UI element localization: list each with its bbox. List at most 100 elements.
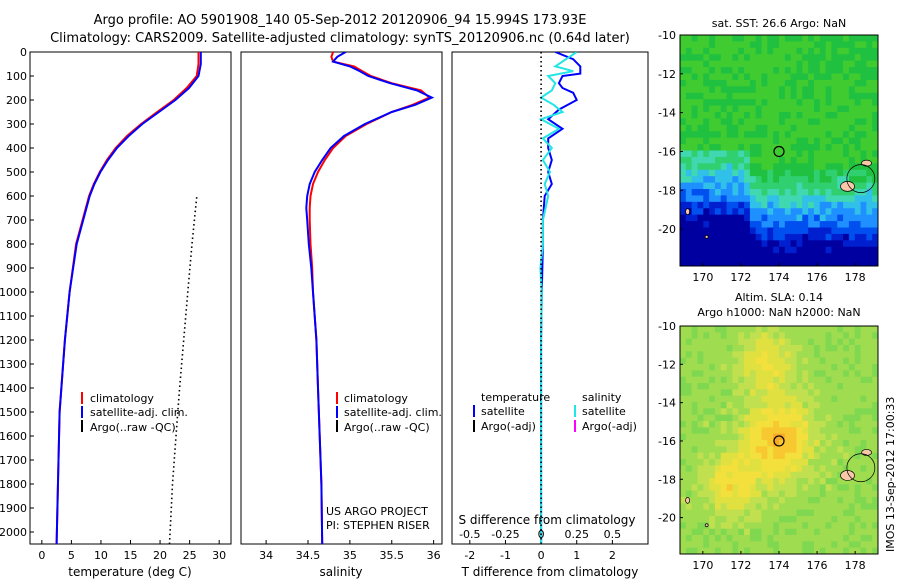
map-cell bbox=[825, 156, 833, 164]
map-cell bbox=[767, 105, 774, 113]
map-cell bbox=[680, 541, 687, 549]
map-cell bbox=[843, 60, 850, 68]
map-cell bbox=[802, 326, 809, 333]
map-cell bbox=[680, 79, 687, 87]
map-cell bbox=[714, 503, 722, 511]
legend-argo-label: Argo(..raw -QC) bbox=[90, 421, 176, 434]
map-cell bbox=[709, 357, 716, 365]
map-cell bbox=[680, 503, 687, 511]
map-cell bbox=[767, 176, 774, 184]
map-cell bbox=[802, 535, 809, 542]
map-cell bbox=[697, 131, 704, 139]
map-cell bbox=[714, 414, 722, 422]
map-cell bbox=[726, 490, 734, 498]
map-cell bbox=[790, 433, 798, 441]
map-cell bbox=[872, 427, 878, 435]
map-cell bbox=[714, 124, 722, 132]
map-cell bbox=[796, 35, 803, 43]
map-cell bbox=[779, 332, 786, 340]
map-cell bbox=[761, 240, 768, 248]
map-cell bbox=[773, 176, 780, 184]
map-cell bbox=[720, 541, 728, 549]
map-cell bbox=[825, 35, 833, 43]
map-cell bbox=[796, 67, 803, 75]
map-cell bbox=[831, 195, 838, 203]
x-tick-label: 2 bbox=[609, 549, 616, 562]
map-cell bbox=[837, 351, 844, 359]
map-cell bbox=[720, 214, 728, 222]
map-cell bbox=[808, 144, 815, 152]
map-cell bbox=[732, 471, 739, 479]
map-cell bbox=[790, 547, 798, 554]
map-cell bbox=[825, 105, 833, 113]
map-cell bbox=[837, 345, 844, 352]
map-cell bbox=[843, 86, 850, 94]
map-cell bbox=[808, 446, 815, 454]
map-cell bbox=[813, 395, 821, 403]
map-cell bbox=[691, 112, 699, 120]
map-cell bbox=[714, 92, 722, 100]
map-cell bbox=[843, 484, 850, 492]
map-cell bbox=[796, 240, 803, 248]
series-line-1 bbox=[55, 52, 202, 544]
map-cell bbox=[680, 490, 687, 498]
map-cell bbox=[825, 490, 833, 498]
map-cell bbox=[819, 54, 827, 62]
map-cell bbox=[819, 446, 827, 454]
map-cell bbox=[755, 497, 763, 504]
map-cell bbox=[749, 522, 757, 530]
map-cell bbox=[697, 163, 704, 171]
map-cell bbox=[790, 503, 798, 511]
map-cell bbox=[831, 345, 838, 352]
map-cell bbox=[761, 497, 768, 504]
map-cell bbox=[680, 144, 687, 152]
map-cell bbox=[714, 54, 722, 62]
map-cell bbox=[843, 41, 850, 49]
map-cell bbox=[680, 124, 687, 132]
map-cell bbox=[726, 118, 734, 126]
difference-x-ticks: -2 -1 0 1 2 bbox=[464, 540, 616, 562]
map-cell bbox=[773, 338, 780, 346]
map-cell bbox=[872, 370, 878, 378]
map-cell bbox=[767, 60, 774, 68]
map-cell bbox=[796, 150, 803, 158]
map-cell bbox=[697, 208, 704, 216]
map-cell bbox=[831, 54, 838, 62]
map-cell bbox=[872, 332, 878, 340]
map-cell bbox=[744, 156, 751, 164]
map-cell bbox=[726, 259, 734, 266]
map-cell bbox=[790, 395, 798, 403]
map-cell bbox=[790, 131, 798, 139]
map-cell bbox=[784, 47, 792, 55]
map-cell bbox=[738, 208, 745, 216]
map-cell bbox=[732, 446, 739, 454]
map-cell bbox=[819, 246, 827, 254]
map-cell bbox=[854, 541, 862, 549]
map-cell bbox=[749, 54, 757, 62]
map-cell bbox=[790, 370, 798, 378]
map-cell bbox=[691, 246, 699, 254]
map-cell bbox=[744, 201, 751, 209]
map-cell bbox=[685, 253, 693, 261]
map-cell bbox=[738, 345, 745, 352]
map-cell bbox=[819, 427, 827, 435]
map-cell bbox=[825, 478, 833, 485]
map-cell bbox=[685, 35, 693, 43]
map-cell bbox=[703, 395, 710, 403]
s-diff-tick-label: -0.25 bbox=[491, 528, 519, 541]
map-cell bbox=[779, 547, 786, 554]
map-cell bbox=[848, 105, 856, 113]
map-cell bbox=[732, 118, 739, 126]
map-cell bbox=[685, 547, 693, 554]
map-cell bbox=[854, 509, 862, 517]
map-cell bbox=[749, 195, 757, 203]
map-cell bbox=[697, 176, 704, 184]
map-cell bbox=[784, 357, 792, 365]
map-cell bbox=[685, 214, 693, 222]
map-cell bbox=[796, 214, 803, 222]
map-cell bbox=[819, 253, 827, 261]
map-cell bbox=[813, 163, 821, 171]
map-cell bbox=[773, 332, 780, 340]
map-cell bbox=[738, 41, 745, 49]
map-cell bbox=[761, 169, 768, 177]
